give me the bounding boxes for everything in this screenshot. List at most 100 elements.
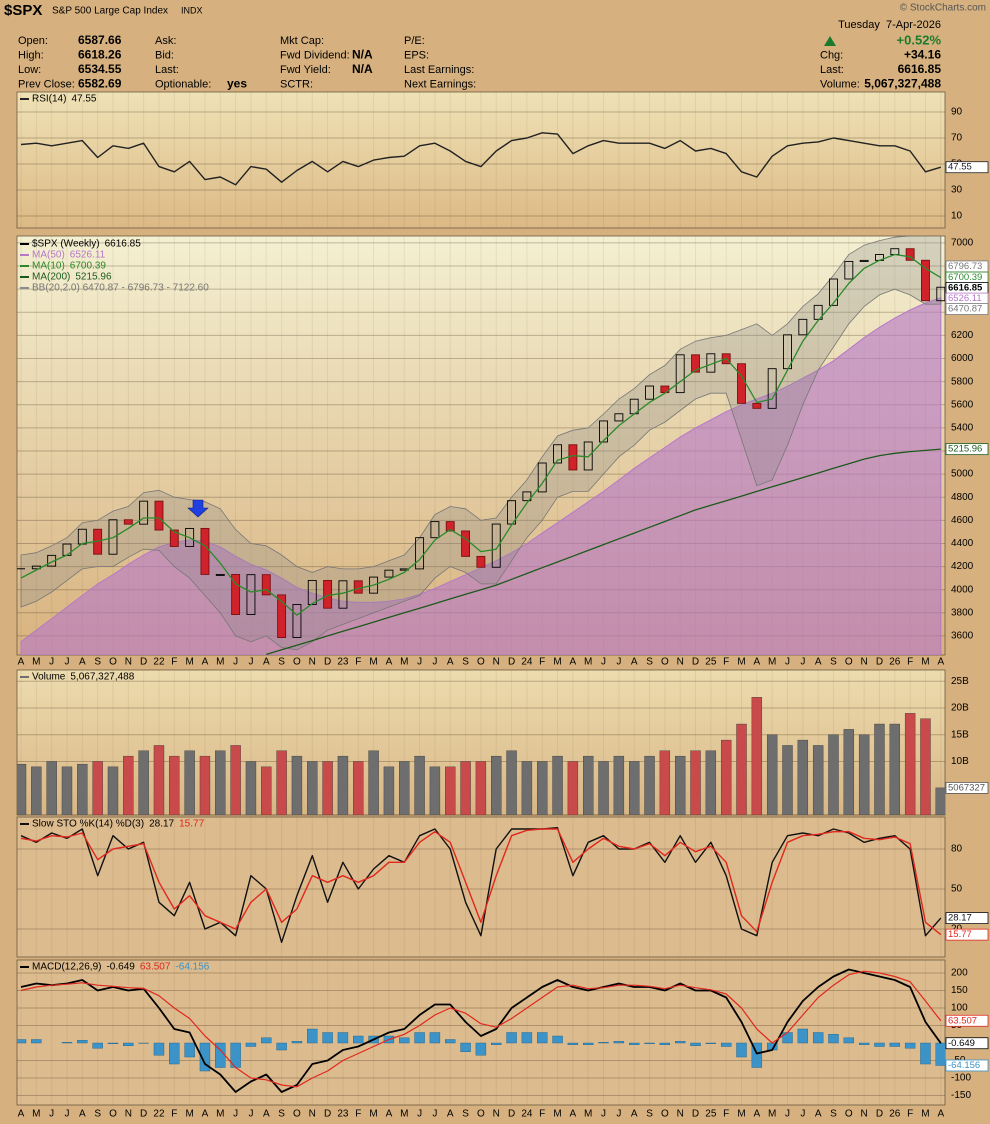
histogram-bar [399, 1037, 410, 1044]
field-label: Mkt Cap: [280, 35, 324, 47]
candle [292, 604, 302, 638]
x-tick-label: 26 [889, 657, 901, 668]
histogram-bar [107, 1042, 119, 1044]
x-tick-label: F [723, 1109, 729, 1120]
candle [553, 444, 562, 464]
legend-text: 6700.39 [70, 261, 107, 272]
field-label: SCTR: [280, 78, 313, 90]
value-box [945, 161, 989, 174]
x-tick-label: J [233, 657, 238, 668]
histogram-bar [77, 1040, 88, 1044]
volume-bar [552, 755, 563, 815]
volume-bar [506, 750, 517, 815]
histogram-bar [629, 1042, 640, 1045]
x-tick-label: A [570, 1109, 577, 1120]
histogram-bar [904, 1042, 916, 1049]
ma-line [266, 448, 941, 655]
y-tick-label: 4600 [951, 515, 974, 526]
histogram-bar [705, 1042, 717, 1044]
volume-bar [445, 766, 456, 815]
y-tick-label: 150 [951, 985, 968, 996]
field-value: 6587.66 [78, 33, 122, 47]
x-tick-label: M [369, 1109, 377, 1120]
x-tick-label: 25 [705, 1109, 717, 1120]
annotation-arrow [187, 499, 209, 518]
x-tick-label: N [309, 657, 316, 668]
plot-area [20, 827, 942, 943]
x-tick-label: D [508, 1109, 515, 1120]
x-tick-label: A [202, 1109, 209, 1120]
value-box-label: 5067327 [948, 782, 985, 793]
value-box-label: 6616.85 [948, 283, 983, 294]
volume-bar [659, 750, 671, 815]
y-tick-label: 5000 [951, 469, 974, 480]
candle [246, 574, 256, 615]
field-label: Low: [18, 64, 41, 76]
x-tick-label: A [386, 657, 393, 668]
x-tick-label: J [601, 1109, 606, 1120]
value-box-label: 6796.73 [948, 261, 982, 272]
legend-text: -0.649 [106, 962, 135, 973]
x-tick-label: J [785, 1109, 790, 1120]
x-tick-label: 23 [337, 657, 349, 668]
x-tick-label: M [185, 657, 193, 668]
y-tick-label: 5400 [951, 423, 974, 434]
value-box [945, 1059, 989, 1072]
y-tick-label: 3800 [951, 607, 974, 618]
series-line [20, 132, 942, 186]
x-tick-label: D [140, 1109, 147, 1120]
x-tick-label: F [907, 1109, 913, 1120]
x-tick-label: D [508, 657, 515, 668]
x-tick-label: O [845, 1109, 853, 1120]
value-box [945, 1014, 989, 1027]
legend-text: -64.156 [175, 962, 209, 973]
histogram-bar [720, 1042, 732, 1047]
volume-bar [276, 750, 287, 815]
x-tick-label: A [937, 657, 944, 668]
histogram-bar [199, 1042, 211, 1072]
legend-text: Volume [32, 672, 66, 683]
volume-bar [843, 729, 855, 815]
x-tick-label: J [800, 657, 805, 668]
candle [108, 519, 118, 555]
volume-bar [674, 755, 686, 815]
volume-bar [368, 750, 379, 815]
x-tick-label: A [79, 657, 86, 668]
field-value: 6618.26 [78, 48, 122, 62]
legend-text: BB(20,2.0) 6470.87 - 6796.73 - 7122.60 [32, 283, 209, 294]
y-tick-label: 80 [951, 844, 963, 855]
y-tick-label: 4800 [951, 492, 974, 503]
volume-bar [322, 761, 333, 815]
volume-bar [935, 787, 945, 815]
volume-bar [17, 763, 27, 815]
quote-value: +34.16 [904, 48, 941, 62]
series-line [20, 828, 942, 936]
x-tick-label: A [754, 657, 761, 668]
x-tick-label: 22 [153, 1109, 165, 1120]
candle [645, 385, 654, 400]
volume-bar [629, 761, 640, 815]
x-tick-label: A [754, 1109, 761, 1120]
date: Tuesday 7-Apr-2026 [838, 19, 941, 31]
volume-bar [107, 766, 119, 815]
x-tick-label: 22 [153, 657, 165, 668]
y-tick-label: 3600 [951, 631, 974, 642]
histogram-bar [506, 1032, 517, 1044]
x-tick-label: S [94, 1109, 101, 1120]
histogram-bar [782, 1032, 793, 1044]
x-tick-label: A [202, 657, 209, 668]
candle [323, 579, 333, 609]
field-value: 6582.69 [78, 77, 122, 91]
candle [415, 537, 425, 570]
legend-text: 6526.11 [70, 250, 106, 261]
candle [921, 259, 930, 302]
candle [844, 260, 854, 280]
histogram-bar [858, 1042, 870, 1045]
volume-bar [720, 739, 732, 815]
x-tick-label: J [248, 657, 253, 668]
x-tick-label: D [876, 1109, 883, 1120]
y-tick-label: 25B [951, 676, 969, 687]
candle [798, 318, 808, 336]
volume-bar [31, 766, 42, 815]
volume-bar [199, 755, 211, 815]
